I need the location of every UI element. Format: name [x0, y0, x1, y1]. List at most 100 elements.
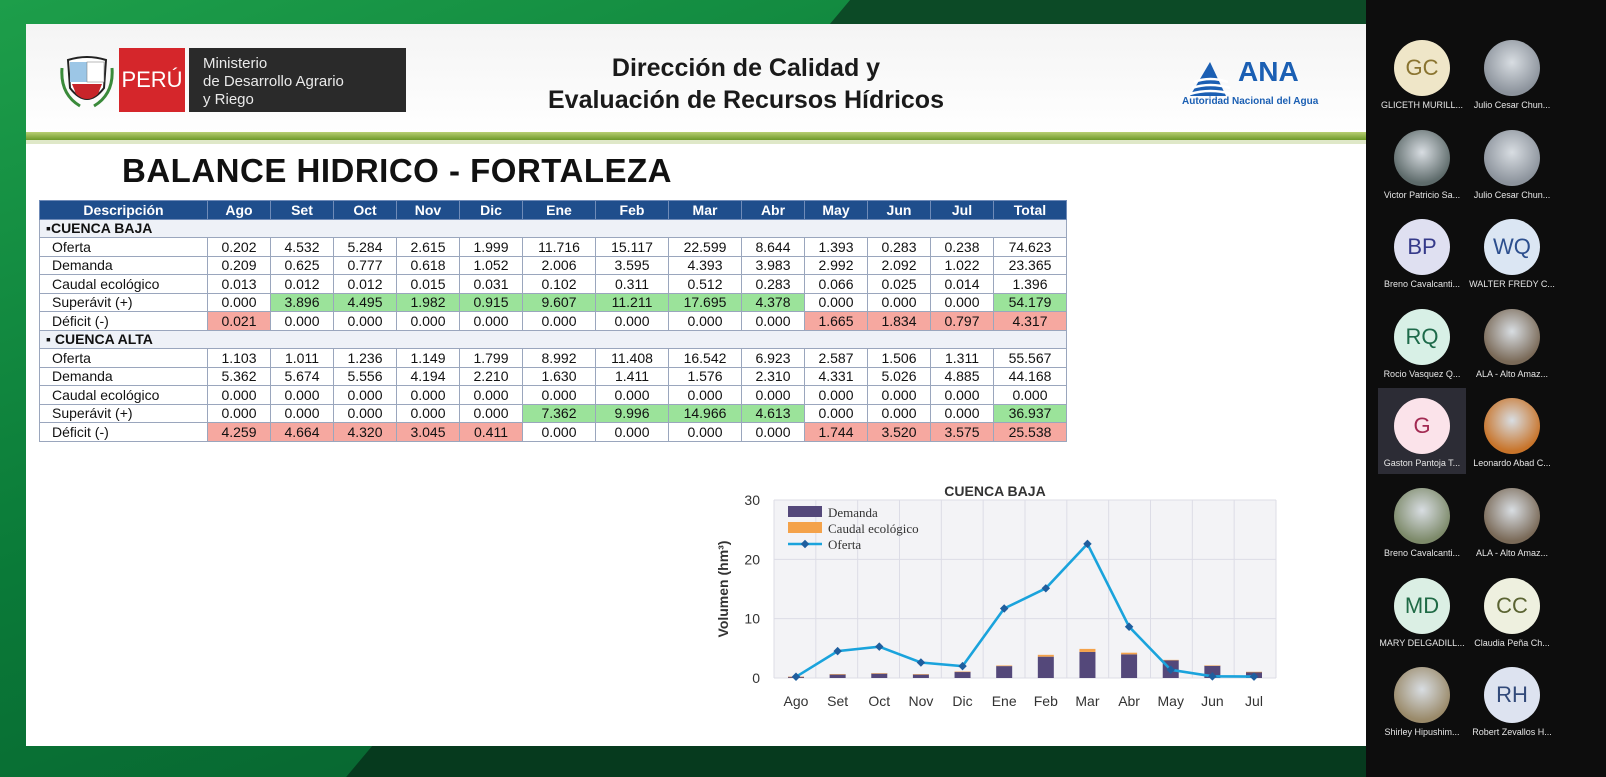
header-title: Dirección de Calidad y Evaluación de Rec… [506, 52, 986, 116]
participant-name: Gaston Pantoja T... [1383, 458, 1461, 469]
background-stripe [346, 744, 1414, 777]
x-tick-label: Mar [1075, 693, 1099, 709]
participant-tile[interactable]: MD MARY DELGADILL... [1378, 568, 1466, 654]
table-cell: 3.595 [595, 255, 669, 275]
row-label: Déficit (-) [39, 311, 208, 331]
participant-photo [1394, 667, 1450, 724]
column-header: Oct [333, 200, 397, 220]
table-row: Déficit (-) 4.259 4.664 4.320 3.045 0.411 0.00… [39, 422, 1067, 442]
column-header: Ago [207, 200, 271, 220]
participant-name: Julio Cesar Chun... [1473, 189, 1551, 200]
table-cell: 0.014 [930, 274, 994, 294]
y-tick-label: 20 [744, 551, 760, 567]
table-cell: 0.411 [459, 422, 523, 442]
table-cell: 0.000 [804, 385, 868, 405]
table-row: Superávit (+) 0.000 3.896 4.495 1.982 0.915 9.… [39, 292, 1067, 312]
column-header: Total [993, 200, 1067, 220]
participant-name: Shirley Hipushim... [1384, 727, 1460, 738]
participant-tile[interactable]: Breno Cavalcanti... [1378, 478, 1466, 564]
row-label: Caudal ecológico [39, 385, 208, 405]
table-cell: 0.000 [595, 311, 669, 331]
participant-photo [1484, 129, 1540, 186]
table-cell: 1.834 [867, 311, 931, 331]
participant-tile[interactable]: Julio Cesar Chun... [1468, 30, 1556, 116]
table-cell: 0.000 [595, 385, 669, 405]
participant-avatar: CC [1484, 577, 1540, 634]
participant-tile[interactable]: Victor Patricio Sa... [1378, 120, 1466, 206]
participant-tile[interactable]: Julio Cesar Chun... [1468, 120, 1556, 206]
table-cell: 5.674 [270, 366, 334, 386]
participant-tile[interactable]: RQ Rocio Vasquez Q... [1378, 299, 1466, 385]
participant-tile[interactable]: RH Robert Zevallos H... [1468, 657, 1556, 743]
table-cell: 0.797 [930, 311, 994, 331]
table-cell: 0.000 [993, 385, 1067, 405]
participant-tile[interactable]: G Gaston Pantoja T... [1378, 388, 1466, 475]
x-tick-label: Set [827, 693, 848, 709]
table-cell: 11.408 [595, 348, 669, 368]
table-cell: 74.623 [993, 237, 1067, 257]
table-header-row: Descripción Ago Set Oct Nov Dic Ene Feb Mar Abr Ma… [39, 200, 1067, 220]
table-cell: 8.644 [741, 237, 805, 257]
row-label: Déficit (-) [39, 422, 208, 442]
participant-name: GLICETH MURILL... [1380, 100, 1463, 110]
table-cell: 2.587 [804, 348, 868, 368]
column-header: Descripción [39, 200, 208, 220]
participant-tile[interactable]: GC GLICETH MURILL... [1378, 30, 1466, 116]
table-cell: 0.209 [207, 255, 271, 275]
section-label: ▪CUENCA BAJA [39, 218, 1067, 238]
y-tick-label: 0 [752, 670, 760, 686]
header-divider [26, 132, 1374, 140]
table-cell: 2.006 [522, 255, 596, 275]
table-cell: 0.512 [668, 274, 742, 294]
table-cell: 0.283 [741, 274, 805, 294]
participant-tile[interactable]: ALA - Alto Amaz... [1468, 478, 1556, 564]
table-cell: 0.000 [522, 422, 596, 442]
table-cell: 0.000 [741, 311, 805, 331]
table-cell: 0.000 [396, 311, 460, 331]
line-oferta [795, 541, 1255, 678]
participant-tile[interactable]: Leonardo Abad C... [1468, 388, 1556, 474]
table-cell: 0.102 [522, 274, 596, 294]
table-cell: 1.149 [396, 348, 460, 368]
table-cell: 0.000 [270, 403, 334, 423]
table-cell: 1.982 [396, 292, 460, 312]
participant-photo [1484, 488, 1540, 544]
participant-name: Leonardo Abad C... [1473, 458, 1551, 469]
row-label: Demanda [39, 366, 208, 386]
table-cell: 0.000 [459, 403, 523, 423]
x-tick-label: Feb [1034, 693, 1058, 709]
table-cell: 4.532 [270, 237, 334, 257]
bar-demanda [1121, 654, 1138, 678]
table-cell: 14.966 [668, 403, 742, 423]
bar-demanda [829, 674, 846, 678]
column-header: Abr [741, 200, 805, 220]
column-header: Jul [930, 200, 994, 220]
table-cell: 1.052 [459, 255, 523, 275]
bar-caudal-ecológico [1121, 652, 1138, 655]
column-header: Ene [522, 200, 596, 220]
participant-tile[interactable]: WQ WALTER FREDY C... [1468, 209, 1556, 295]
table-cell: 0.202 [207, 237, 271, 257]
section-row: ▪ CUENCA ALTA [39, 329, 1067, 349]
participant-photo [1394, 488, 1450, 544]
ana-subtitle: Autoridad Nacional del Agua [1182, 96, 1319, 107]
table-cell: 25.538 [993, 422, 1067, 442]
bar-caudal-ecológico [912, 674, 929, 675]
participant-name: Victor Patricio Sa... [1383, 189, 1461, 200]
participant-tile[interactable]: BP Breno Cavalcanti... [1378, 209, 1466, 295]
table-cell: 1.022 [930, 255, 994, 275]
participant-name: Rocio Vasquez Q... [1383, 368, 1461, 379]
participant-avatar: MD [1394, 577, 1450, 634]
participant-name: Robert Zevallos H... [1472, 727, 1552, 738]
table-cell: 0.000 [804, 403, 868, 423]
table-cell: 2.992 [804, 255, 868, 275]
participant-tile[interactable]: CC Claudia Peña Ch... [1468, 568, 1556, 654]
table-cell: 4.194 [396, 366, 460, 386]
table-cell: 0.238 [930, 237, 994, 257]
table-cell: 2.210 [459, 366, 523, 386]
table-cell: 1.576 [668, 366, 742, 386]
participant-tile[interactable]: Shirley Hipushim... [1378, 657, 1466, 743]
participant-tile[interactable]: ALA - Alto Amaz... [1468, 299, 1556, 385]
table-cell: 0.915 [459, 292, 523, 312]
table-cell: 0.000 [270, 385, 334, 405]
